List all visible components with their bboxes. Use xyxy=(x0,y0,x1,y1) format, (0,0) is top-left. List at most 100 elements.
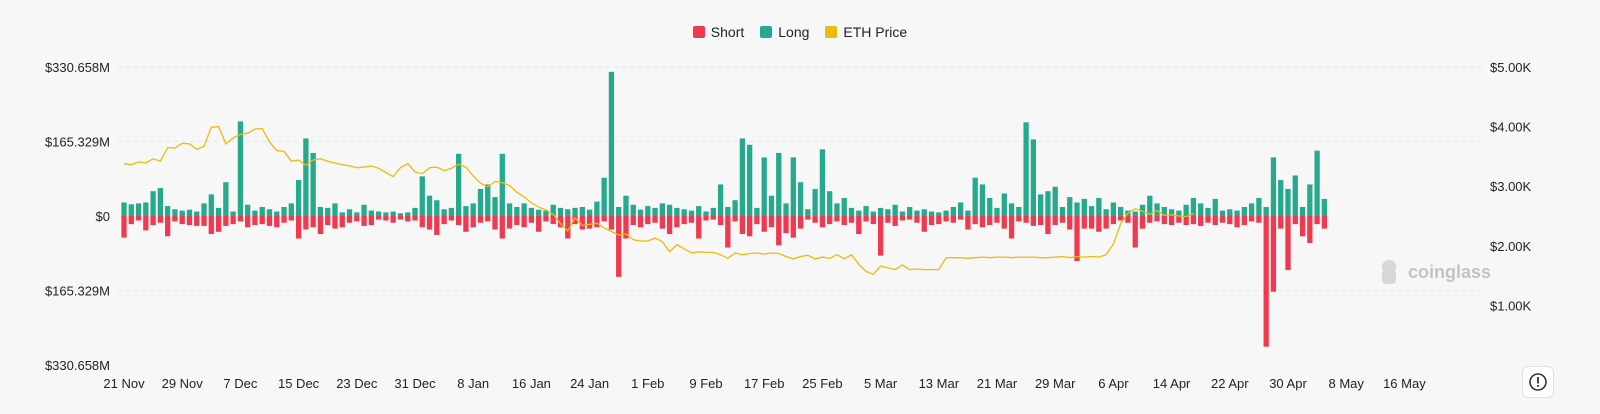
x-tick-label: 15 Dec xyxy=(278,376,320,391)
short-bar xyxy=(274,216,280,228)
short-bar xyxy=(1285,216,1291,271)
short-bar xyxy=(150,216,156,226)
short-bar xyxy=(928,216,935,226)
long-bar xyxy=(550,204,556,216)
legend-item-long[interactable]: Long xyxy=(760,24,809,40)
long-bar xyxy=(375,211,382,216)
long-bar xyxy=(616,206,622,216)
short-bar xyxy=(223,216,229,226)
long-bar xyxy=(157,188,164,216)
short-bar xyxy=(885,216,891,223)
long-bar xyxy=(1299,206,1306,216)
short-bar xyxy=(754,216,760,225)
short-bar xyxy=(1270,216,1277,292)
long-bar xyxy=(514,206,520,216)
long-bar xyxy=(652,207,658,216)
short-bar xyxy=(892,216,898,226)
short-bar xyxy=(550,216,556,225)
short-bar xyxy=(506,216,513,229)
short-bar xyxy=(841,216,847,226)
long-bar xyxy=(754,207,760,216)
y-left-tick-label: $330.658M xyxy=(45,60,110,75)
short-bar xyxy=(346,216,353,223)
bar-layer xyxy=(121,71,1328,347)
long-bar xyxy=(688,210,695,216)
long-bar xyxy=(1278,179,1284,216)
short-swatch xyxy=(692,26,705,38)
short-bar xyxy=(470,216,476,228)
short-bar xyxy=(1299,216,1306,237)
long-bar xyxy=(601,177,607,216)
short-bar xyxy=(565,216,571,239)
long-bar xyxy=(768,195,775,216)
help-button[interactable] xyxy=(1522,366,1554,398)
long-bar xyxy=(1314,150,1320,216)
long-bar xyxy=(368,210,374,216)
long-bar xyxy=(1067,197,1073,216)
legend-price-label: ETH Price xyxy=(843,24,908,40)
short-bar xyxy=(579,216,585,230)
short-bar xyxy=(426,216,433,230)
chart-legend: Short Long ETH Price xyxy=(0,24,1600,40)
short-bar xyxy=(601,216,607,222)
short-bar xyxy=(157,216,164,223)
short-bar xyxy=(950,216,956,223)
short-bar xyxy=(339,216,345,228)
long-bar xyxy=(1001,193,1007,216)
long-bar xyxy=(965,210,971,216)
long-bar xyxy=(1307,184,1313,216)
long-bar xyxy=(987,197,993,216)
legend-item-short[interactable]: Short xyxy=(692,24,744,40)
long-bar xyxy=(128,204,134,216)
long-bar xyxy=(1038,194,1044,216)
long-bar xyxy=(1052,186,1058,216)
grid-layer xyxy=(118,66,1482,291)
long-bar xyxy=(259,206,265,216)
short-bar xyxy=(441,216,447,225)
short-bar xyxy=(834,216,840,222)
short-bar xyxy=(499,216,505,239)
short-bar xyxy=(732,216,738,222)
long-bar xyxy=(1212,198,1218,216)
short-bar xyxy=(776,216,782,246)
long-bar xyxy=(1176,210,1182,216)
long-bar xyxy=(499,153,505,216)
long-bar xyxy=(979,184,986,216)
long-bar xyxy=(885,209,891,216)
x-tick-label: 31 Dec xyxy=(394,376,436,391)
short-bar xyxy=(1227,216,1233,225)
long-bar xyxy=(179,210,185,216)
long-bar xyxy=(1154,203,1160,216)
long-bar xyxy=(456,153,462,216)
short-bar xyxy=(397,216,404,220)
short-bar xyxy=(135,216,142,221)
short-bar xyxy=(1205,216,1211,223)
short-bar xyxy=(848,216,855,223)
short-bar xyxy=(637,216,644,228)
long-bar xyxy=(1059,206,1066,216)
long-bar xyxy=(121,202,127,216)
legend-item-price[interactable]: ETH Price xyxy=(825,24,907,40)
short-bar xyxy=(899,216,906,221)
short-bar xyxy=(1147,216,1153,223)
long-bar xyxy=(870,211,876,216)
long-bar xyxy=(856,210,862,216)
long-bar xyxy=(674,207,680,216)
short-bar xyxy=(172,216,178,222)
short-bar xyxy=(652,216,658,223)
short-bar xyxy=(1118,216,1124,221)
long-bar xyxy=(1168,209,1175,216)
short-bar xyxy=(1168,216,1175,226)
long-bar xyxy=(1103,209,1109,216)
line-layer xyxy=(123,125,1194,276)
long-bar xyxy=(405,212,411,216)
short-bar xyxy=(1241,216,1247,226)
short-bar xyxy=(1248,216,1255,222)
long-bar xyxy=(543,210,549,216)
long-bar xyxy=(434,200,440,216)
short-bar xyxy=(1278,216,1284,229)
short-bar xyxy=(630,216,636,226)
long-bar xyxy=(1016,206,1022,216)
short-bar xyxy=(1321,216,1328,229)
